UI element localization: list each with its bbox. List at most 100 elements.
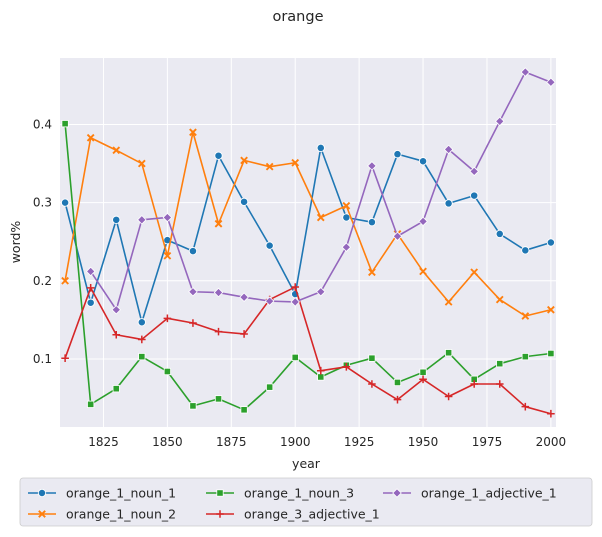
grid-lines	[60, 58, 556, 427]
series-orange_1_adjective_1	[85, 67, 556, 315]
legend-frame	[19, 477, 593, 527]
legend-marker	[37, 488, 47, 498]
x-tick-label: 1875	[216, 435, 247, 449]
data-point	[60, 198, 70, 207]
x-axis-ticks: 1825 1850 1875 1900 1925 1950 1975 2000	[88, 435, 566, 449]
y-tick-label: 0.2	[33, 274, 52, 288]
data-point	[163, 251, 172, 260]
data-point	[546, 77, 556, 88]
data-point	[214, 327, 223, 336]
data-point	[470, 268, 479, 277]
data-point	[547, 305, 555, 314]
plot-area	[60, 58, 556, 427]
data-point	[240, 330, 248, 338]
x-axis-label: year	[292, 456, 321, 471]
data-point	[162, 212, 173, 223]
series-line	[64, 123, 551, 411]
legend-label: orange_1_adjective_1	[421, 486, 557, 501]
data-point	[239, 292, 249, 302]
data-point	[367, 218, 377, 227]
data-point	[86, 284, 95, 292]
data-point	[265, 162, 274, 171]
data-point	[419, 368, 427, 376]
x-tick-label: 1950	[408, 435, 439, 449]
legend-item: orange_1_noun_2	[28, 507, 176, 522]
data-point	[214, 151, 223, 160]
data-point	[418, 216, 428, 227]
y-axis-label: word%	[8, 221, 23, 264]
series-line	[64, 147, 552, 324]
data-point	[521, 312, 530, 320]
data-point	[495, 229, 504, 239]
legend-marker	[216, 510, 224, 518]
legend-item: orange_3_adjective_1	[206, 507, 380, 522]
x-tick-label: 1850	[152, 435, 183, 449]
y-tick-label: 0.1	[33, 352, 52, 366]
data-point	[112, 385, 120, 393]
data-point	[137, 318, 146, 327]
data-point	[290, 297, 300, 307]
chart-title: orange	[272, 9, 323, 25]
data-point	[112, 215, 121, 224]
legend-label: orange_3_adjective_1	[244, 507, 380, 522]
data-point	[469, 166, 479, 177]
series-group	[60, 67, 556, 418]
data-point	[111, 304, 122, 315]
legend-label: orange_1_noun_1	[66, 486, 176, 501]
data-point	[61, 354, 69, 363]
data-point	[367, 161, 377, 171]
data-point	[392, 231, 403, 242]
data-point	[316, 143, 325, 153]
data-point	[444, 199, 453, 208]
data-point	[547, 349, 555, 358]
data-point	[291, 353, 299, 362]
data-point	[87, 400, 95, 408]
data-point	[239, 197, 249, 206]
data-point	[521, 402, 530, 411]
data-point	[189, 319, 197, 327]
data-point	[341, 242, 352, 252]
data-point	[316, 366, 325, 375]
data-point	[112, 330, 121, 339]
data-point	[163, 314, 172, 323]
data-point	[444, 298, 453, 306]
data-point	[317, 373, 325, 381]
y-tick-label: 0.4	[33, 117, 52, 131]
legend-item: orange_1_noun_3	[206, 486, 354, 501]
data-point	[137, 215, 147, 225]
y-axis-ticks: 0.1 0.2 0.3 0.4	[33, 117, 52, 366]
series-orange_1_noun_2	[61, 128, 555, 320]
data-point	[61, 120, 69, 128]
data-point	[521, 246, 530, 255]
data-point	[112, 146, 121, 155]
data-point	[163, 367, 171, 376]
y-tick-label: 0.3	[33, 196, 52, 210]
data-point	[470, 380, 478, 388]
legend-marker	[38, 510, 46, 518]
data-point	[393, 395, 402, 404]
data-point	[419, 267, 427, 276]
data-point	[240, 406, 248, 414]
data-point	[368, 380, 376, 388]
data-point	[265, 241, 274, 250]
legend: orange_1_noun_1 orange_1_noun_2 orange_1_n…	[19, 477, 593, 527]
data-point	[470, 191, 479, 200]
data-point	[189, 402, 197, 410]
x-tick-label: 2000	[536, 435, 567, 449]
data-point	[214, 395, 223, 403]
data-point	[85, 266, 96, 277]
data-point	[443, 144, 454, 155]
data-point	[291, 283, 300, 291]
data-point	[342, 201, 351, 210]
data-point	[342, 363, 351, 371]
data-point	[494, 116, 505, 127]
data-point	[521, 353, 529, 361]
data-point	[316, 286, 326, 297]
data-point	[264, 296, 275, 306]
data-point	[520, 67, 531, 77]
series-orange_1_noun_1	[60, 143, 556, 327]
data-point	[137, 159, 146, 168]
x-tick-label: 1825	[88, 435, 119, 449]
data-point	[547, 409, 555, 418]
